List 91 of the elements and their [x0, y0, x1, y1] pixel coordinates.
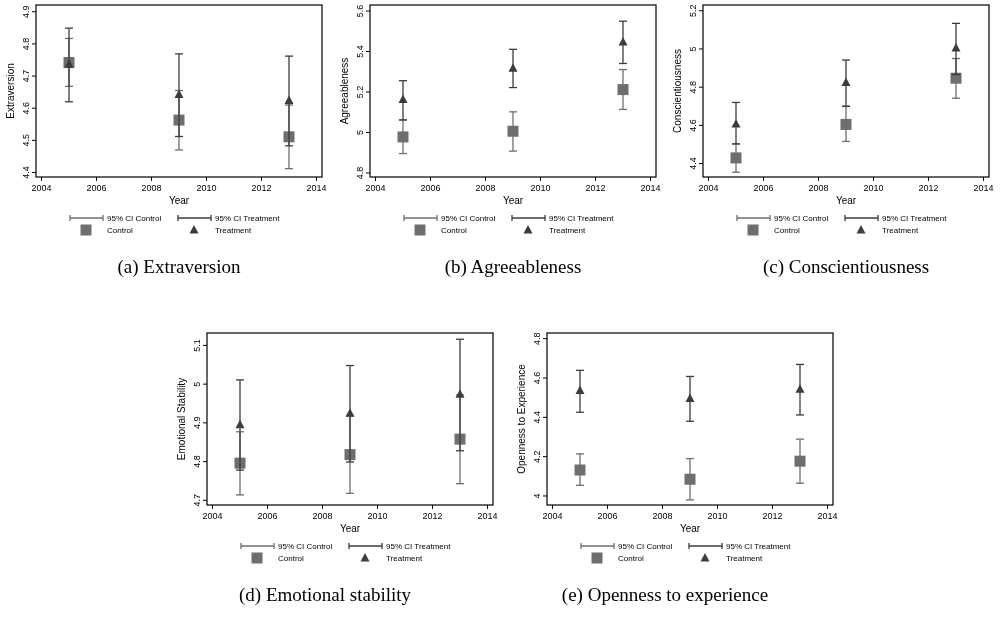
y-tick-label: 4.6: [688, 119, 698, 132]
y-tick-label: 4.9: [192, 416, 202, 430]
x-tick-label: 2010: [707, 511, 728, 521]
x-tick-label: 2004: [31, 183, 52, 193]
x-tick-label: 2010: [863, 183, 884, 193]
y-tick-label: 4.4: [688, 157, 698, 170]
x-tick-label: 2008: [808, 183, 829, 193]
y-tick-label: 5.4: [355, 45, 365, 58]
text: 95% CI Control: [774, 214, 829, 223]
x-tick-label: 2004: [365, 183, 386, 193]
y-tick-label: 4.9: [21, 5, 31, 19]
text: (b) Agreeableness: [444, 256, 582, 278]
x-axis-title: Year: [835, 195, 857, 206]
x-tick-label: 2006: [597, 511, 618, 521]
x-tick-label: 2010: [367, 511, 388, 521]
text: (c) Conscientiousness: [762, 256, 930, 278]
x-tick-label: 2010: [196, 183, 217, 193]
y-tick-label: 4.8: [21, 37, 31, 51]
legend-label: Treatment: [549, 226, 586, 235]
x-tick-label: 2012: [422, 511, 443, 521]
y-tick-label: 4.8: [355, 166, 365, 180]
legend-label: Treatment: [215, 226, 252, 235]
x-tick-label: 2012: [585, 183, 606, 193]
x-tick-label: 2004: [202, 511, 223, 521]
x-axis-title: Year: [679, 523, 701, 534]
text: 95% CI Control: [278, 542, 333, 551]
y-axis-title: Conscientiousness: [672, 49, 683, 133]
x-tick-label: 2008: [475, 183, 496, 193]
y-tick-label: 4.7: [192, 494, 202, 507]
y-tick-label: 5.2: [355, 85, 365, 99]
y-tick-label: 4.5: [21, 134, 31, 147]
y-tick-label: 4.8: [192, 455, 202, 468]
y-axis-title: Agreeableness: [339, 57, 350, 125]
x-axis-title: Year: [168, 195, 190, 206]
legend-label: Control: [107, 226, 134, 235]
legend-label: Control: [278, 554, 305, 563]
x-tick-label: 2014: [973, 183, 994, 193]
y-tick-label: 4.2: [532, 450, 542, 463]
x-tick-label: 2010: [530, 183, 551, 193]
y-tick-label: 4.4: [21, 166, 31, 179]
y-axis-title: Emotional Stability: [176, 377, 187, 461]
text: (a) Extraversion: [117, 256, 241, 278]
y-tick-label: 4.8: [688, 80, 698, 94]
x-tick-label: 2006: [257, 511, 278, 521]
y-axis-title: Extraversion: [5, 63, 16, 119]
text: (e) Openness to experience: [561, 584, 769, 606]
x-tick-label: 2006: [753, 183, 774, 193]
legend-label: Control: [618, 554, 645, 563]
x-tick-label: 2012: [762, 511, 783, 521]
text: 95% CI Treatment: [882, 214, 948, 223]
x-tick-label: 2014: [640, 183, 661, 193]
y-tick-label: 5: [355, 129, 365, 135]
x-tick-label: 2004: [698, 183, 719, 193]
y-tick-label: 5: [192, 381, 202, 387]
y-tick-label: 4.7: [21, 69, 31, 83]
text: 95% CI Treatment: [549, 214, 615, 223]
x-axis-title: Year: [339, 523, 361, 534]
legend-label: Treatment: [726, 554, 763, 563]
x-tick-label: 2012: [918, 183, 939, 193]
y-tick-label: 5.6: [355, 4, 365, 18]
x-tick-label: 2008: [312, 511, 333, 521]
y-tick-label: 4.6: [21, 101, 31, 115]
legend-label: Control: [774, 226, 801, 235]
x-tick-label: 2006: [420, 183, 441, 193]
y-tick-label: 4: [532, 493, 542, 499]
text: 95% CI Control: [441, 214, 496, 223]
x-tick-label: 2014: [477, 511, 498, 521]
y-tick-label: 5.2: [688, 4, 698, 17]
x-tick-label: 2008: [141, 183, 162, 193]
x-tick-label: 2014: [817, 511, 838, 521]
y-tick-label: 4.4: [532, 411, 542, 424]
x-tick-label: 2004: [542, 511, 563, 521]
text: 95% CI Control: [107, 214, 162, 223]
y-axis-title: Openness to Experience: [516, 363, 527, 474]
x-tick-label: 2014: [306, 183, 327, 193]
y-tick-label: 4.6: [532, 371, 542, 385]
y-tick-label: 5.1: [192, 339, 202, 352]
x-tick-label: 2012: [251, 183, 272, 193]
x-tick-label: 2008: [652, 511, 673, 521]
text: 95% CI Control: [618, 542, 673, 551]
text: 95% CI Treatment: [386, 542, 452, 551]
x-axis-title: Year: [502, 195, 524, 206]
legend-label: Treatment: [386, 554, 423, 563]
y-tick-label: 4.8: [532, 332, 542, 345]
text: 95% CI Treatment: [215, 214, 281, 223]
text: 95% CI Treatment: [726, 542, 792, 551]
x-tick-label: 2006: [86, 183, 107, 193]
legend-label: Control: [441, 226, 468, 235]
text: (d) Emotional stability: [238, 584, 412, 606]
legend-label: Treatment: [882, 226, 919, 235]
y-tick-label: 5: [688, 46, 698, 52]
